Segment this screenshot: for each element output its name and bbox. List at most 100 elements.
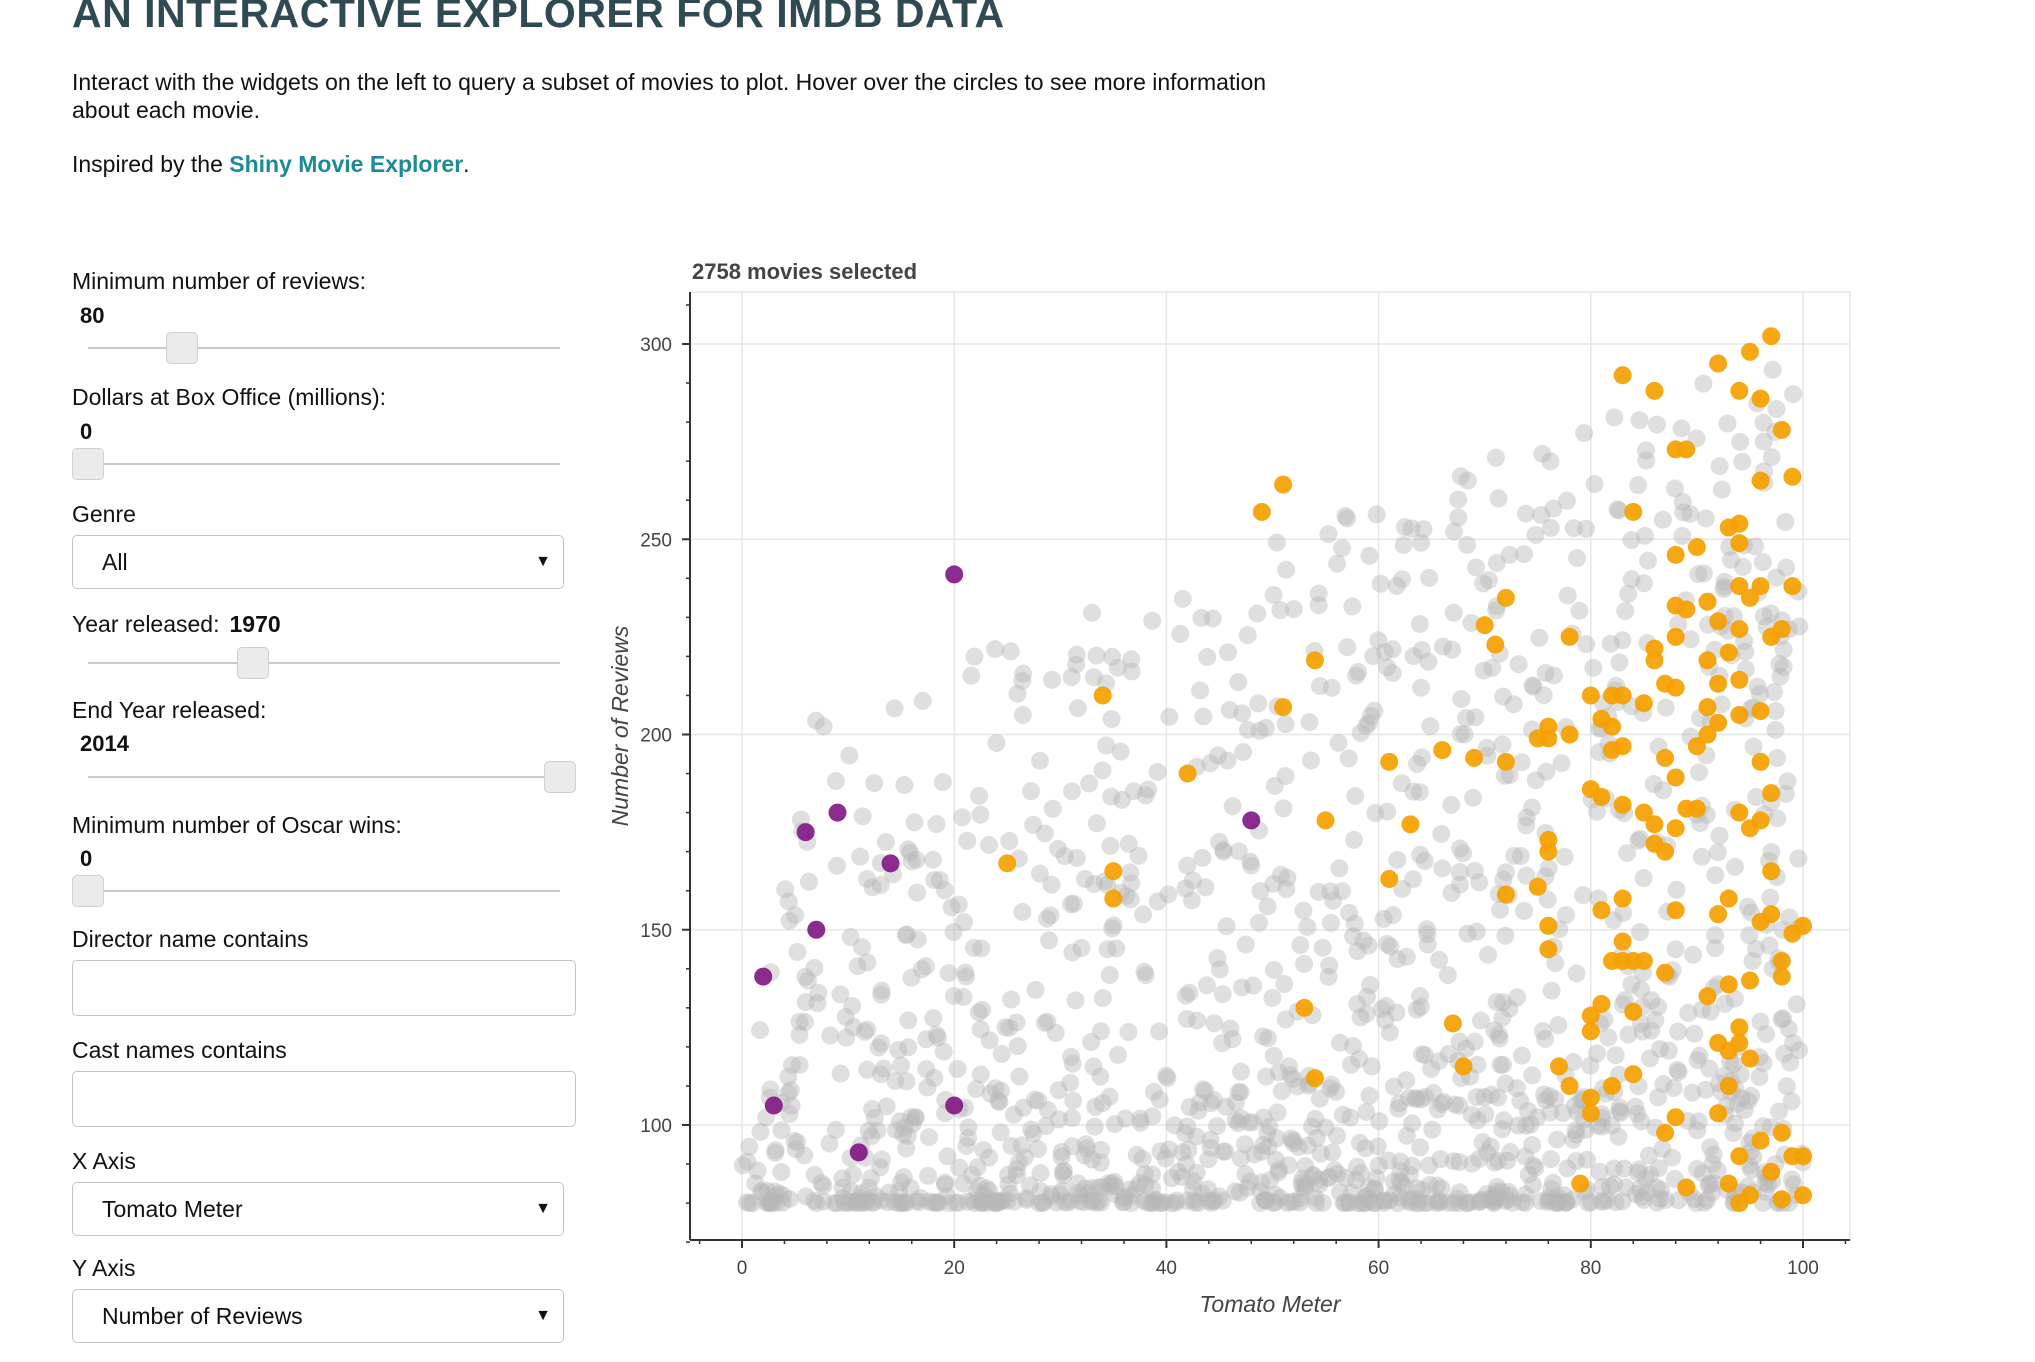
box-office-slider-track[interactable] (88, 463, 560, 465)
genre-select[interactable]: All ▼ (72, 535, 564, 589)
data-point (1330, 1033, 1349, 1052)
data-point (1564, 1130, 1583, 1149)
data-point (1706, 866, 1725, 885)
data-point (1250, 913, 1269, 932)
data-point (1613, 889, 1632, 908)
data-point (828, 1194, 847, 1213)
data-point (1364, 647, 1383, 666)
data-point (1333, 1105, 1352, 1124)
data-point (1388, 850, 1407, 869)
data-point (1348, 1157, 1367, 1176)
data-point (1633, 1022, 1652, 1041)
y-axis-select[interactable]: Number of Reviews ▼ (72, 1289, 564, 1343)
data-point (1305, 651, 1324, 670)
data-point (1781, 1053, 1800, 1072)
data-point (1701, 1138, 1720, 1157)
data-point (1316, 1118, 1335, 1137)
oscar-wins-slider-track[interactable] (88, 890, 560, 892)
data-point (1638, 1183, 1657, 1202)
cast-input[interactable] (72, 1071, 576, 1127)
data-point (1356, 1193, 1375, 1212)
data-point (1688, 1159, 1707, 1178)
data-point (1255, 1191, 1274, 1210)
end-year-slider-track[interactable] (88, 776, 560, 778)
data-point (1563, 1190, 1582, 1209)
data-point (1483, 1192, 1502, 1211)
data-point (1728, 1094, 1747, 1113)
data-point (1357, 716, 1376, 735)
data-point (1666, 678, 1685, 697)
data-point (1420, 568, 1439, 587)
year-slider-handle[interactable] (237, 647, 269, 679)
data-point (1300, 713, 1319, 732)
data-point (1024, 1124, 1043, 1143)
data-point (1002, 990, 1021, 1009)
data-point (1770, 1102, 1789, 1121)
box-office-slider-handle[interactable] (72, 448, 104, 480)
min-reviews-slider[interactable] (72, 330, 592, 366)
data-point (1000, 1018, 1019, 1037)
data-point (1406, 1089, 1425, 1108)
data-point (1467, 558, 1486, 577)
data-point (1501, 1143, 1520, 1162)
data-point (987, 1193, 1006, 1212)
min-reviews-slider-track[interactable] (88, 347, 560, 349)
data-point (1470, 873, 1489, 892)
data-point (1331, 1183, 1350, 1202)
data-point (1730, 534, 1749, 553)
oscar-wins-slider-handle[interactable] (72, 875, 104, 907)
data-point (1581, 1006, 1600, 1025)
data-point (1407, 754, 1426, 773)
data-point (1230, 1183, 1249, 1202)
data-point (1695, 1193, 1714, 1212)
data-point (1001, 1184, 1020, 1203)
data-point (1485, 1153, 1504, 1172)
data-point (980, 1031, 999, 1050)
data-point (1306, 1109, 1325, 1128)
data-point (796, 993, 815, 1012)
data-point (963, 1166, 982, 1185)
data-point (1084, 1057, 1103, 1076)
end-year-slider[interactable] (72, 759, 592, 795)
data-point (1209, 746, 1228, 765)
data-point (1762, 905, 1781, 924)
data-point (1553, 1103, 1572, 1122)
x-axis-select[interactable]: Tomato Meter ▼ (72, 1182, 564, 1236)
data-point (850, 1190, 869, 1209)
min-reviews-label: Minimum number of reviews: (72, 268, 366, 294)
data-point (1338, 638, 1357, 657)
data-point (1673, 526, 1692, 545)
data-point (996, 1018, 1015, 1037)
data-point (1313, 1193, 1332, 1212)
data-point (1356, 1139, 1375, 1158)
data-point (949, 1193, 968, 1212)
min-reviews-slider-handle[interactable] (166, 332, 198, 364)
data-point (919, 1166, 938, 1185)
data-point (1375, 643, 1394, 662)
data-point (1063, 1108, 1082, 1127)
data-point (1214, 840, 1233, 859)
oscar-wins-slider[interactable] (72, 873, 592, 909)
data-point (1694, 374, 1713, 393)
year-slider-track[interactable] (88, 662, 560, 664)
end-year-slider-handle[interactable] (544, 761, 576, 793)
data-point (1055, 1161, 1074, 1180)
box-office-slider[interactable] (72, 446, 592, 482)
director-input[interactable] (72, 960, 576, 1016)
data-point (1666, 545, 1685, 564)
data-point (1395, 518, 1414, 537)
data-point (1539, 859, 1558, 878)
shiny-movie-explorer-link[interactable]: Shiny Movie Explorer (229, 151, 464, 177)
data-point (790, 1025, 809, 1044)
data-point (807, 711, 826, 730)
data-point (1603, 717, 1622, 736)
data-point (1201, 1138, 1220, 1157)
data-point (1377, 997, 1396, 1016)
year-slider[interactable] (72, 645, 592, 681)
data-point (1592, 1192, 1611, 1211)
data-point (814, 1192, 833, 1211)
data-point (912, 960, 931, 979)
data-point (799, 872, 818, 891)
data-point (1365, 701, 1384, 720)
